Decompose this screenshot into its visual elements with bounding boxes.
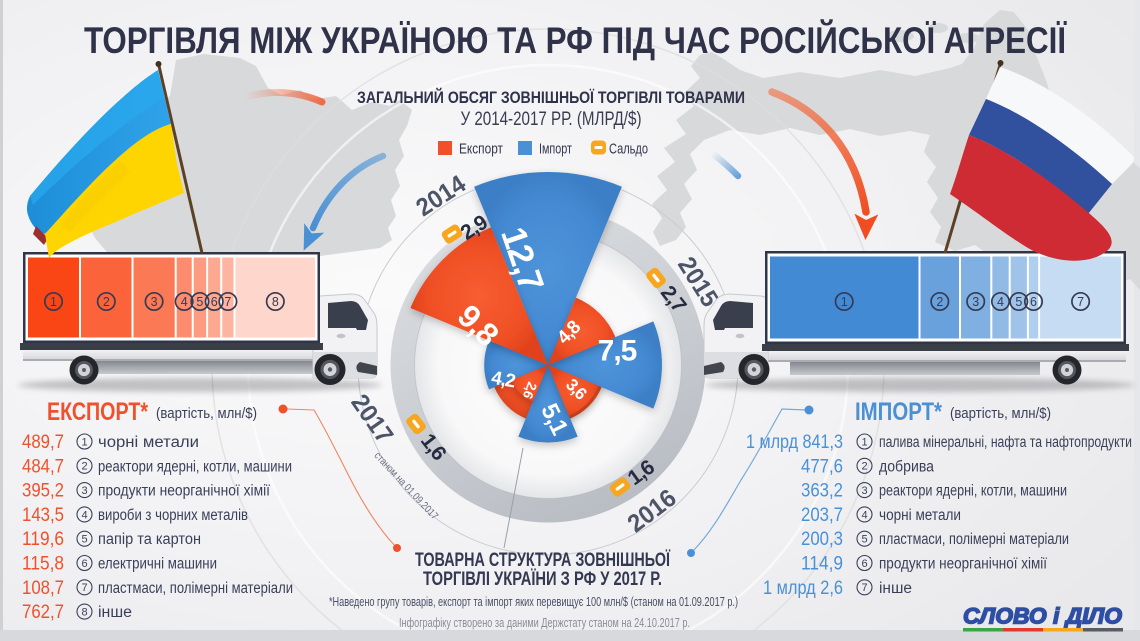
svg-text:2: 2 — [861, 461, 867, 473]
svg-text:продукти неорганічної хімії: продукти неорганічної хімії — [879, 556, 1048, 573]
svg-text:3: 3 — [81, 485, 87, 497]
svg-text:4,2: 4,2 — [490, 368, 517, 393]
svg-text:палива мінеральні, нафта та на: палива мінеральні, нафта та нафтопродукт… — [879, 434, 1132, 451]
svg-text:8: 8 — [81, 606, 87, 618]
svg-text:електричні машини: електричні машини — [98, 556, 217, 573]
svg-text:6: 6 — [861, 558, 867, 570]
svg-text:ТОРГІВЛЯ МІЖ УКРАЇНОЮ ТА РФ ПІ: ТОРГІВЛЯ МІЖ УКРАЇНОЮ ТА РФ ПІД ЧАС РОСІ… — [84, 19, 1067, 61]
svg-text:Інфографіку створено за даними: Інфографіку створено за даними Держстату… — [399, 616, 690, 630]
svg-text:пластмаси, полімерні матеріали: пластмаси, полімерні матеріали — [98, 580, 293, 597]
svg-text:2: 2 — [103, 295, 110, 309]
svg-text:7,5: 7,5 — [598, 335, 637, 368]
svg-text:108,7: 108,7 — [22, 578, 64, 599]
svg-text:115,8: 115,8 — [22, 554, 64, 575]
svg-text:Експорт: Експорт — [459, 141, 503, 158]
svg-text:інше: інше — [879, 580, 912, 597]
svg-text:інше: інше — [98, 604, 132, 621]
svg-text:(вартість, млн/$): (вартість, млн/$) — [950, 406, 1051, 422]
svg-text:пластмаси, полімерні матеріали: пластмаси, полімерні матеріали — [879, 531, 1069, 548]
svg-text:8: 8 — [272, 295, 279, 309]
svg-text:3: 3 — [861, 485, 867, 497]
svg-text:4: 4 — [861, 509, 867, 521]
svg-text:чорні метали: чорні метали — [879, 507, 961, 524]
svg-text:реактори ядерні, котли, машини: реактори ядерні, котли, машини — [98, 458, 292, 475]
svg-text:Сальдо: Сальдо — [609, 141, 648, 158]
svg-text:477,6: 477,6 — [801, 456, 843, 477]
svg-text:762,7: 762,7 — [22, 602, 64, 623]
svg-text:200,3: 200,3 — [801, 529, 843, 550]
svg-text:119,6: 119,6 — [22, 529, 64, 550]
svg-text:ТОРГІВЛІ УКРАЇНИ З РФ У 2017 Р: ТОРГІВЛІ УКРАЇНИ З РФ У 2017 Р. — [423, 569, 662, 590]
svg-text:1 млрд 841,3: 1 млрд 841,3 — [746, 432, 843, 453]
svg-text:5: 5 — [196, 295, 203, 309]
svg-text:6: 6 — [211, 295, 218, 309]
svg-text:*Наведено групу товарів, експо: *Наведено групу товарів, експорт та імпо… — [329, 595, 738, 609]
svg-text:(вартість, млн/$): (вартість, млн/$) — [156, 406, 257, 422]
svg-text:7: 7 — [224, 295, 231, 309]
svg-text:7: 7 — [1077, 295, 1084, 309]
svg-text:4: 4 — [181, 295, 188, 309]
svg-text:5: 5 — [861, 534, 867, 546]
svg-text:1: 1 — [841, 295, 848, 309]
svg-text:2: 2 — [81, 461, 87, 473]
svg-text:добрива: добрива — [879, 458, 934, 475]
svg-text:1: 1 — [861, 436, 867, 448]
svg-text:395,2: 395,2 — [22, 481, 64, 502]
svg-text:143,5: 143,5 — [22, 505, 64, 526]
svg-text:реактори ядерні, котли, машини: реактори ядерні, котли, машини — [879, 483, 1067, 500]
svg-text:ТОВАРНА СТРУКТУРА ЗОВНІШНЬОЇ: ТОВАРНА СТРУКТУРА ЗОВНІШНЬОЇ — [415, 550, 671, 571]
svg-text:ІМПОРТ*: ІМПОРТ* — [855, 398, 942, 426]
svg-text:папір та картон: папір та картон — [98, 531, 201, 548]
svg-text:ЕКСПОРТ*: ЕКСПОРТ* — [47, 398, 148, 426]
svg-text:489,7: 489,7 — [22, 432, 64, 453]
svg-text:2: 2 — [936, 295, 943, 309]
svg-text:4: 4 — [81, 509, 87, 521]
svg-text:Імпорт: Імпорт — [539, 141, 572, 158]
svg-text:484,7: 484,7 — [22, 456, 64, 477]
svg-text:114,9: 114,9 — [801, 554, 843, 575]
svg-text:3: 3 — [972, 295, 979, 309]
svg-text:4: 4 — [997, 295, 1004, 309]
svg-text:1: 1 — [81, 436, 87, 448]
svg-text:ЗАГАЛЬНИЙ ОБСЯГ ЗОВНІШНЬОЇ ТОР: ЗАГАЛЬНИЙ ОБСЯГ ЗОВНІШНЬОЇ ТОРГІВЛІ ТОВА… — [357, 88, 745, 107]
svg-text:5: 5 — [81, 534, 87, 546]
svg-text:продукти неорганічної хімії: продукти неорганічної хімії — [98, 483, 271, 500]
svg-text:3: 3 — [151, 295, 158, 309]
svg-text:7: 7 — [861, 582, 867, 594]
svg-text:1 млрд 2,6: 1 млрд 2,6 — [763, 578, 843, 599]
svg-text:7: 7 — [81, 582, 87, 594]
svg-text:6: 6 — [1030, 295, 1037, 309]
svg-text:363,2: 363,2 — [801, 481, 843, 502]
svg-text:2,6: 2,6 — [520, 380, 540, 402]
svg-text:6: 6 — [81, 558, 87, 570]
svg-text:203,7: 203,7 — [801, 505, 843, 526]
svg-text:вироби з чорних металів: вироби з чорних металів — [98, 507, 248, 524]
svg-text:1: 1 — [50, 295, 57, 309]
svg-text:5: 5 — [1015, 295, 1022, 309]
svg-text:У 2014-2017 РР. (МЛРД/$): У 2014-2017 РР. (МЛРД/$) — [461, 109, 642, 130]
svg-text:СЛОВО і ДІЛО: СЛОВО і ДІЛО — [963, 604, 1122, 629]
svg-text:чорні метали: чорні метали — [98, 434, 199, 451]
